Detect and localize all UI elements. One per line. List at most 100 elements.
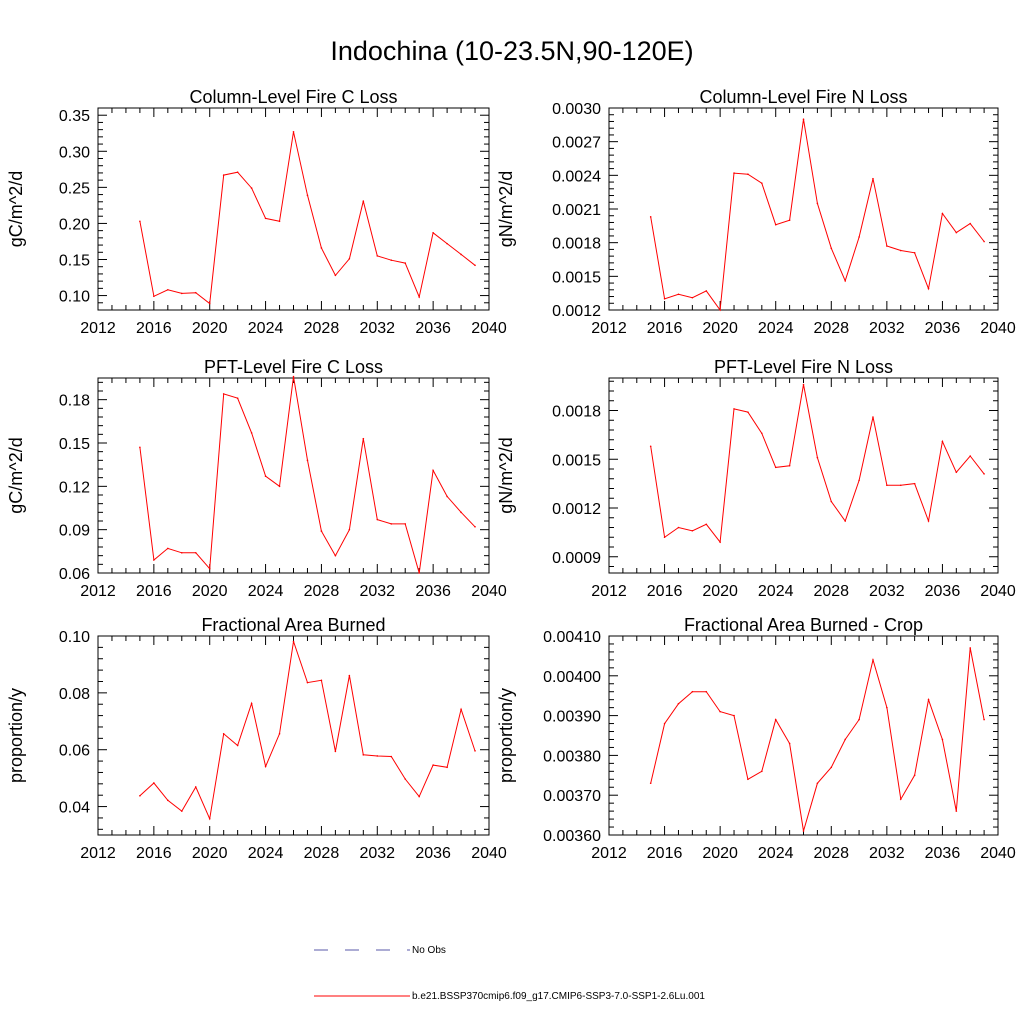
y-tick-label: 0.00410 [543,629,601,646]
data-point [139,446,141,449]
data-point [180,551,183,554]
data-point [334,554,337,557]
y-tick-label: 0.0027 [552,135,601,152]
x-tick-label: 2036 [415,583,451,600]
data-point [886,706,888,709]
data-point [432,232,434,234]
data-point [446,242,448,245]
data-point [705,523,708,526]
y-tick-label: 0.0018 [552,236,601,253]
x-tick-label: 2016 [136,583,172,600]
data-point [153,782,155,784]
x-tick-label: 2012 [591,845,627,862]
legend-label-run: b.e21.BSSP370cmip6.f09_g17.CMIP6-SSP3-7.… [412,991,705,1002]
data-point [250,432,253,434]
data-point [719,309,721,311]
data-point [348,674,351,677]
x-tick-label: 2016 [647,320,683,337]
data-point [404,523,407,525]
y-tick-label: 0.10 [59,289,90,306]
data-point [802,383,805,386]
data-point [194,551,197,554]
data-point [788,464,791,467]
y-axis-label: gN/m^2/d [496,171,516,247]
series-line [650,647,985,832]
x-tick-label: 2024 [248,845,284,862]
data-point [167,547,169,550]
y-tick-label: 0.0015 [552,269,601,286]
legend-label-no-obs: No Obs [412,945,446,956]
data-point [139,794,141,797]
data-point [844,738,846,741]
x-tick-label: 2016 [136,320,172,337]
x-tick-label: 2032 [359,845,395,862]
y-tick-label: 0.15 [59,253,90,270]
x-tick-label: 2032 [869,845,905,862]
x-tick-label: 2040 [471,845,507,862]
y-tick-label: 0.35 [59,108,90,125]
y-tick-label: 0.25 [59,180,90,197]
x-tick-label: 2028 [813,320,849,337]
data-point [816,782,819,785]
data-point [222,174,225,176]
x-tick-label: 2040 [980,845,1016,862]
x-tick-label: 2036 [925,320,961,337]
x-tick-label: 2020 [702,320,738,337]
x-tick-label: 2020 [192,845,228,862]
data-point [153,559,155,561]
y-tick-label: 0.0012 [552,303,601,320]
y-tick-label: 0.04 [59,800,90,817]
data-point [913,774,916,777]
chart-panel-4: 2012 2016 2020 2024 2028 2032 2036 2040 0.0009 0.… [496,357,1016,600]
plot-frame [608,377,999,574]
y-axis-label: proportion/y [496,688,516,783]
data-point [153,295,155,298]
data-point [432,764,434,766]
data-point [872,659,874,661]
data-point [264,765,267,768]
y-axis-label: gC/m^2/d [6,437,26,513]
data-point [418,795,420,798]
x-tick-label: 2024 [758,320,794,337]
data-point [677,702,680,705]
data-point [913,251,916,254]
data-point [292,640,295,643]
data-point [691,296,694,299]
data-point [292,375,295,378]
data-point [733,172,735,174]
data-point [334,750,337,753]
x-tick-label: 2036 [925,583,961,600]
data-point [432,469,434,472]
data-point [320,679,323,682]
x-tick-label: 2028 [304,583,340,600]
data-point [474,264,476,267]
data-point [872,177,874,180]
x-tick-label: 2024 [248,320,284,337]
data-point [649,216,652,218]
data-point [194,291,197,294]
data-point [886,484,888,487]
data-point [194,786,197,788]
chart-title: PFT-Level Fire N Loss [714,357,893,377]
data-point [306,681,309,684]
data-point [139,220,141,223]
data-point [941,212,944,215]
data-point [802,830,805,832]
data-point [774,466,777,469]
data-point [955,471,958,474]
data-point [691,690,694,693]
x-tick-label: 2020 [702,845,738,862]
data-point [292,131,295,133]
x-tick-label: 2016 [647,845,683,862]
x-tick-label: 2016 [136,845,172,862]
data-point [390,259,393,262]
x-tick-label: 2024 [758,845,794,862]
data-point [705,290,708,292]
x-tick-label: 2040 [471,583,507,600]
y-tick-label: 0.20 [59,216,90,233]
data-point [663,297,666,300]
data-point [858,718,860,721]
chart-panel-5: 2012 2016 2020 2024 2028 2032 2036 2040 0.04 0.06… [6,615,507,862]
data-point [899,484,902,487]
data-point [733,714,735,717]
